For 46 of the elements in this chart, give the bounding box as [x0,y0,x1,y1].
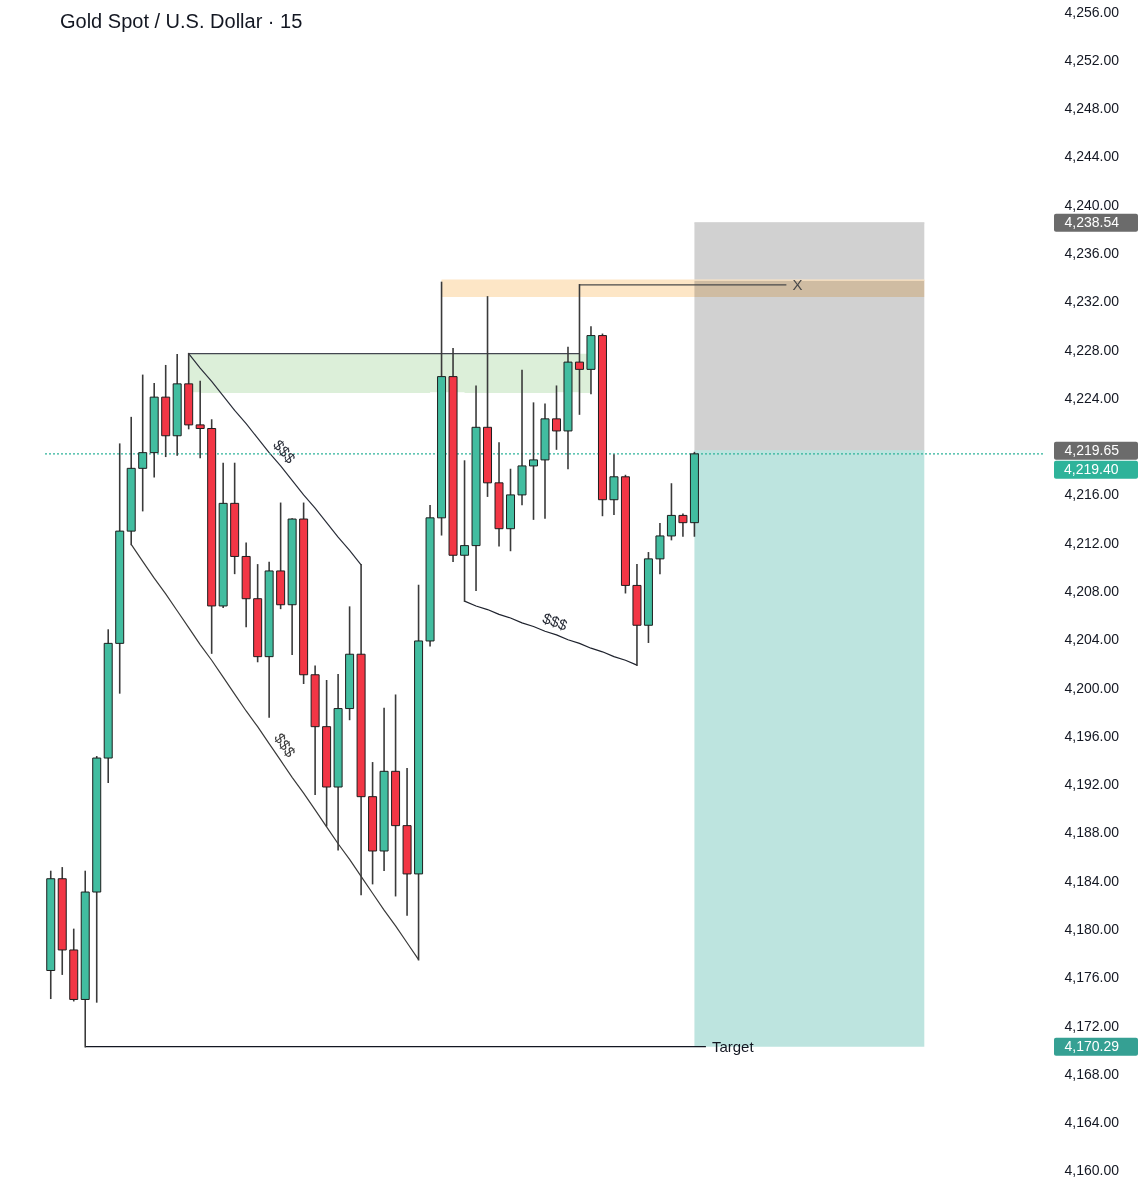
text: $$$ [270,436,300,467]
series-label: Target [711,1037,755,1055]
y-tick-label: 4,184.00 [1064,872,1120,889]
y-tick-label: 4,238.54 [1064,214,1120,231]
y-tick-label: 4,204.00 [1064,631,1120,648]
y-tick-label: 4,224.00 [1064,389,1120,406]
candlestick [666,483,676,541]
y-tick-label: 4,200.00 [1064,679,1120,696]
candlestick [574,284,584,415]
y-tick-label: 4,232.00 [1064,293,1120,310]
text: $$$ [540,609,571,634]
y-tick-label: 4,208.00 [1064,582,1120,599]
y-tick-label: 4,164.00 [1064,1114,1120,1131]
candlestick [609,454,619,516]
y-tick-label: 4,240.00 [1064,196,1120,213]
line-series [463,600,638,666]
candlestick [138,374,148,512]
y-tick-label: 4,248.00 [1064,100,1120,117]
text: Gold Spot / U.S. Dollar · 15 [60,10,303,32]
y-tick-label: 4,192.00 [1064,776,1120,793]
y-tick-label: 4,168.00 [1064,1065,1120,1082]
y-tick-label: 4,256.00 [1064,3,1120,20]
y-tick-label: 4,244.00 [1064,148,1120,165]
y-tick-label: 4,228.00 [1064,341,1120,358]
y-tick-label: 4,252.00 [1064,51,1120,68]
y-tick-label: 4,219.65 [1064,442,1120,459]
ref-line-label: 4,219.40 [1064,460,1119,477]
y-tick-label: 4,188.00 [1064,824,1120,841]
y-tick-label: 4,176.00 [1064,969,1120,986]
candlestick [655,523,665,575]
candlestick [529,402,539,520]
y-tick-label: 4,172.00 [1064,1017,1120,1034]
line-series [188,353,362,566]
y-tick-label: 4,170.29 [1064,1038,1120,1055]
y-tick-label: 4,160.00 [1064,1162,1120,1179]
y-tick-label: 4,236.00 [1064,244,1120,261]
series-label: X [792,275,803,293]
y-tick-label: 4,196.00 [1064,727,1120,744]
y-tick-label: 4,216.00 [1064,486,1120,503]
y-tick-label: 4,212.00 [1064,534,1120,551]
y-tick-label: 4,180.00 [1064,920,1120,937]
text: $$$ [270,729,300,761]
candlestick [195,380,205,459]
candlestick [551,385,561,450]
candlestick [460,460,470,602]
candlestick [678,513,688,537]
